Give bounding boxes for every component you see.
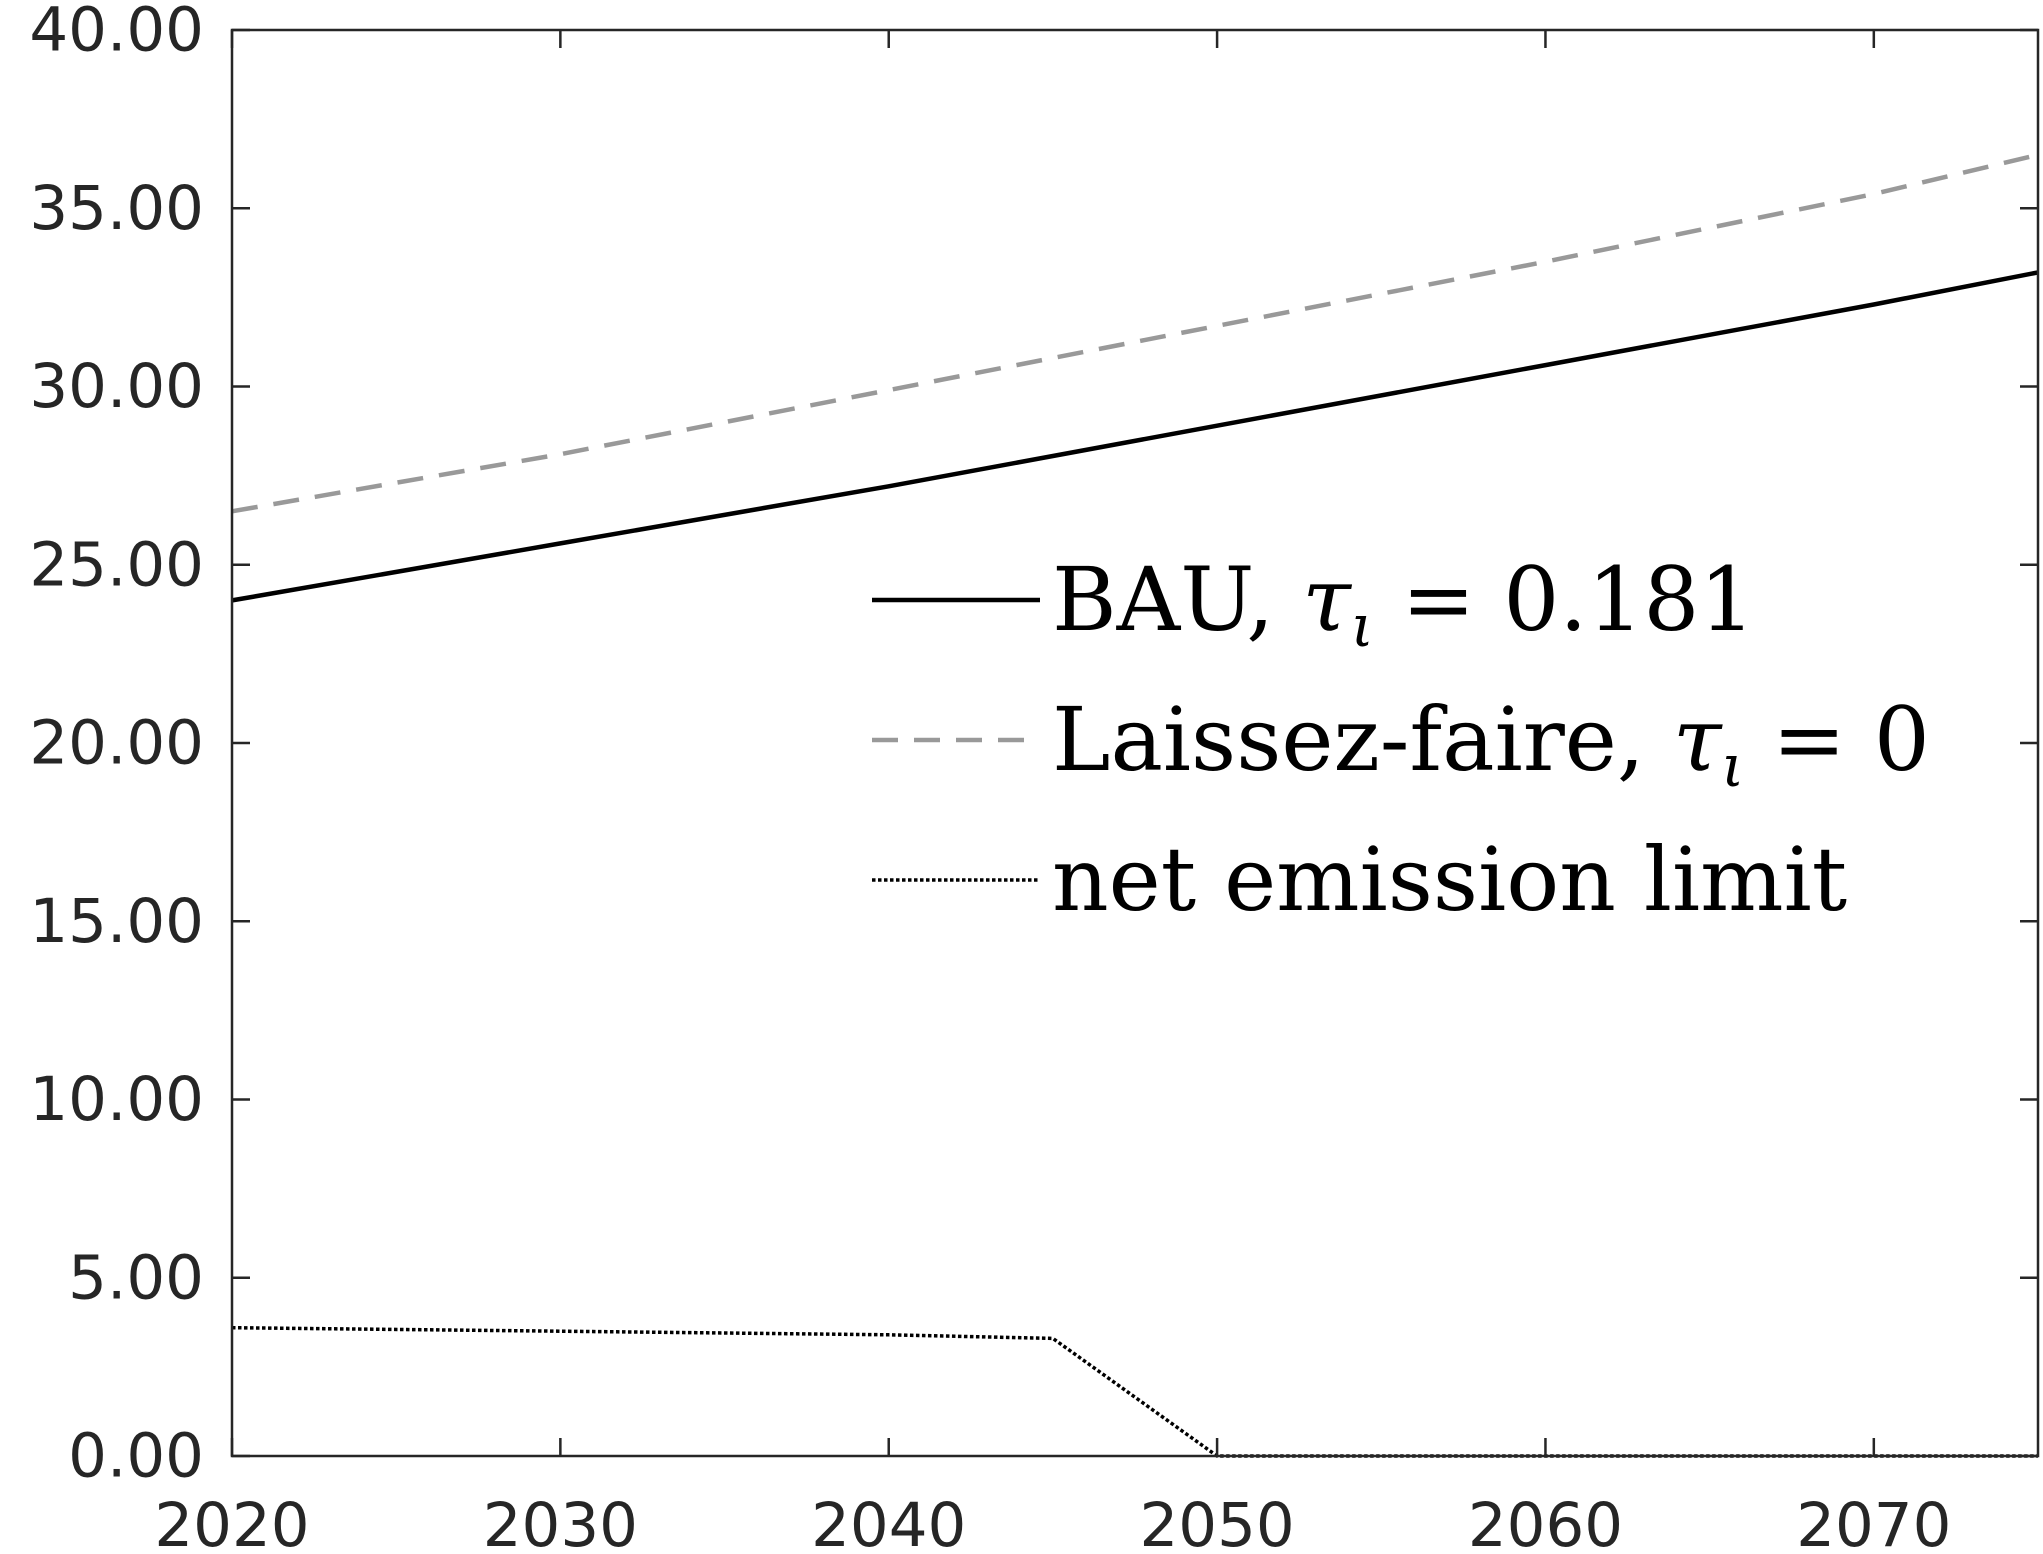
y-tick-label: 10.00 [29,1064,204,1135]
x-tick-label: 2020 [154,1490,309,1554]
series-line-3 [231,1325,2038,1458]
y-tick-label: 0.00 [68,1421,204,1492]
series-line-1 [231,270,2039,603]
legend-label-3: net emission limit [1052,828,1847,931]
series-layer [231,152,2039,1458]
y-tick-label: 15.00 [29,886,204,957]
series-line-2 [231,152,2039,514]
y-tick-label: 40.00 [29,0,204,66]
y-tick-label: 35.00 [29,173,204,244]
y-tick-label: 25.00 [29,529,204,600]
x-tick-label: 2030 [483,1490,638,1554]
x-tick-label: 2050 [1139,1490,1294,1554]
legend-label-1: BAU, τι = 0.181 [1052,548,1755,660]
y-tick-label: 5.00 [68,1242,204,1313]
x-tick-label: 2070 [1796,1490,1951,1554]
legend-label-2: Laissez-faire, τι = 0 [1052,688,1930,800]
x-axis: 2020 2030 2040 2050 2060 2070 [154,30,1951,1554]
x-tick-label: 2060 [1468,1490,1623,1554]
y-axis: 0.00 5.00 10.00 15.00 20.00 25.00 30.00 35.00 40… [29,0,2038,1492]
y-tick-label: 20.00 [29,708,204,779]
x-tick-label: 2040 [811,1490,966,1554]
legend: BAU, τι = 0.181 Laissez-faire, τι = 0 net … [872,548,1930,931]
y-tick-label: 30.00 [29,351,204,422]
